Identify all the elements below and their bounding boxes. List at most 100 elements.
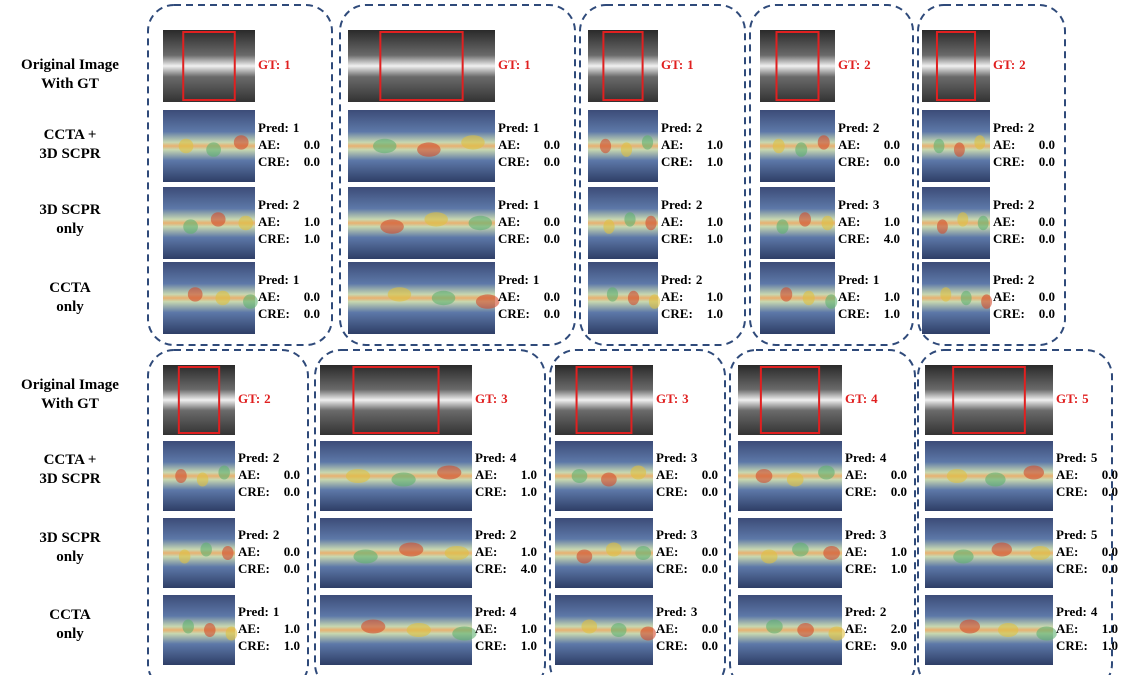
pred-label: Pred:2: [258, 197, 299, 212]
pred-label: Pred:2: [993, 197, 1034, 212]
pred-value: 2: [510, 527, 517, 542]
ae-label: AE:: [993, 289, 1015, 304]
cre-value: 1.0: [284, 638, 300, 653]
heat-spot: [391, 473, 415, 487]
cre-label: CRE:: [238, 638, 270, 653]
heat-spot: [572, 469, 588, 483]
original-image: [925, 365, 1053, 435]
pred-value: 1: [873, 272, 880, 287]
heatmap-image: [320, 595, 472, 665]
heat-spot: [373, 139, 397, 153]
ae-label: AE:: [993, 137, 1015, 152]
ae-value: 0.0: [1102, 544, 1118, 559]
pred-value: 1: [533, 120, 540, 135]
heat-spot: [179, 139, 194, 153]
ae-label: AE:: [993, 214, 1015, 229]
ae-value: 0.0: [284, 467, 300, 482]
ae-label: AE:: [661, 289, 683, 304]
cre-label: CRE:: [498, 306, 530, 321]
heat-spot: [388, 287, 412, 301]
cre-label: CRE:: [1056, 638, 1088, 653]
cre-label: CRE:: [661, 231, 693, 246]
row-label: Original Image: [21, 377, 119, 393]
cre-label: CRE:: [258, 154, 290, 169]
heat-spot: [961, 291, 972, 305]
heat-spot: [649, 294, 660, 308]
cre-value: 0.0: [544, 154, 560, 169]
pred-value: 4: [510, 450, 517, 465]
row-label: only: [56, 626, 84, 642]
heat-spot: [621, 142, 632, 156]
heat-spot: [828, 627, 845, 641]
heat-spot: [624, 212, 635, 226]
ae-label: AE:: [845, 621, 867, 636]
pred-label: Pred:5: [1056, 450, 1098, 465]
original-image: [320, 365, 472, 435]
pred-prefix: Pred:: [661, 272, 692, 287]
cre-value: 0.0: [1039, 154, 1055, 169]
heatmap-image: [163, 595, 235, 665]
cre-label: CRE:: [845, 561, 877, 576]
heat-spot: [218, 466, 230, 480]
ae-value: 0.0: [544, 137, 560, 152]
ae-value: 1.0: [284, 621, 300, 636]
cre-value: 0.0: [1039, 306, 1055, 321]
pred-label: Pred:2: [661, 197, 702, 212]
cre-value: 0.0: [884, 154, 900, 169]
original-image: [555, 365, 653, 435]
ae-label: AE:: [238, 467, 260, 482]
original-image: [163, 30, 255, 102]
cre-value: 0.0: [544, 231, 560, 246]
cre-value: 1.0: [707, 231, 723, 246]
gt-label: GT:5: [1056, 391, 1089, 406]
ae-value: 0.0: [1039, 289, 1055, 304]
heat-spot: [934, 139, 945, 153]
ae-value: 1.0: [884, 214, 900, 229]
heat-spot: [756, 469, 773, 483]
heat-spot: [940, 287, 951, 301]
gt-value: 2: [864, 57, 871, 72]
pred-label: Pred:4: [475, 604, 517, 619]
ae-value: 1.0: [707, 214, 723, 229]
ae-label: AE:: [656, 467, 678, 482]
pred-label: Pred:2: [475, 527, 516, 542]
pred-value: 3: [691, 604, 698, 619]
gt-value: 3: [501, 391, 508, 406]
heat-spot: [985, 473, 1005, 487]
pred-prefix: Pred:: [838, 197, 869, 212]
heat-spot: [947, 469, 967, 483]
heat-spot: [361, 620, 385, 634]
cre-label: CRE:: [1056, 561, 1088, 576]
heat-spot: [635, 546, 651, 560]
heat-spot: [607, 287, 618, 301]
pred-prefix: Pred:: [656, 604, 687, 619]
cre-label: CRE:: [838, 306, 870, 321]
cre-label: CRE:: [498, 231, 530, 246]
heat-spot: [461, 135, 485, 149]
pred-label: Pred:3: [845, 527, 887, 542]
heat-spot: [603, 219, 614, 233]
pred-prefix: Pred:: [661, 197, 692, 212]
pred-label: Pred:5: [1056, 527, 1098, 542]
ae-label: AE:: [258, 289, 280, 304]
pred-value: 1: [533, 272, 540, 287]
gt-prefix: GT:: [475, 391, 497, 406]
cre-value: 1.0: [707, 306, 723, 321]
pred-prefix: Pred:: [1056, 450, 1087, 465]
ae-value: 0.0: [304, 137, 320, 152]
ae-label: AE:: [475, 467, 497, 482]
gt-prefix: GT:: [993, 57, 1015, 72]
heat-spot: [978, 216, 989, 230]
pred-label: Pred:3: [656, 527, 698, 542]
pred-prefix: Pred:: [845, 604, 876, 619]
heat-spot: [954, 142, 965, 156]
original-image: [922, 30, 990, 102]
ae-value: 0.0: [544, 289, 560, 304]
pred-value: 4: [880, 450, 887, 465]
heat-spot: [640, 627, 656, 641]
heat-spot: [234, 135, 249, 149]
ae-value: 0.0: [284, 544, 300, 559]
row-label: CCTA +: [44, 127, 97, 143]
cre-value: 0.0: [544, 306, 560, 321]
heat-spot: [792, 543, 809, 557]
